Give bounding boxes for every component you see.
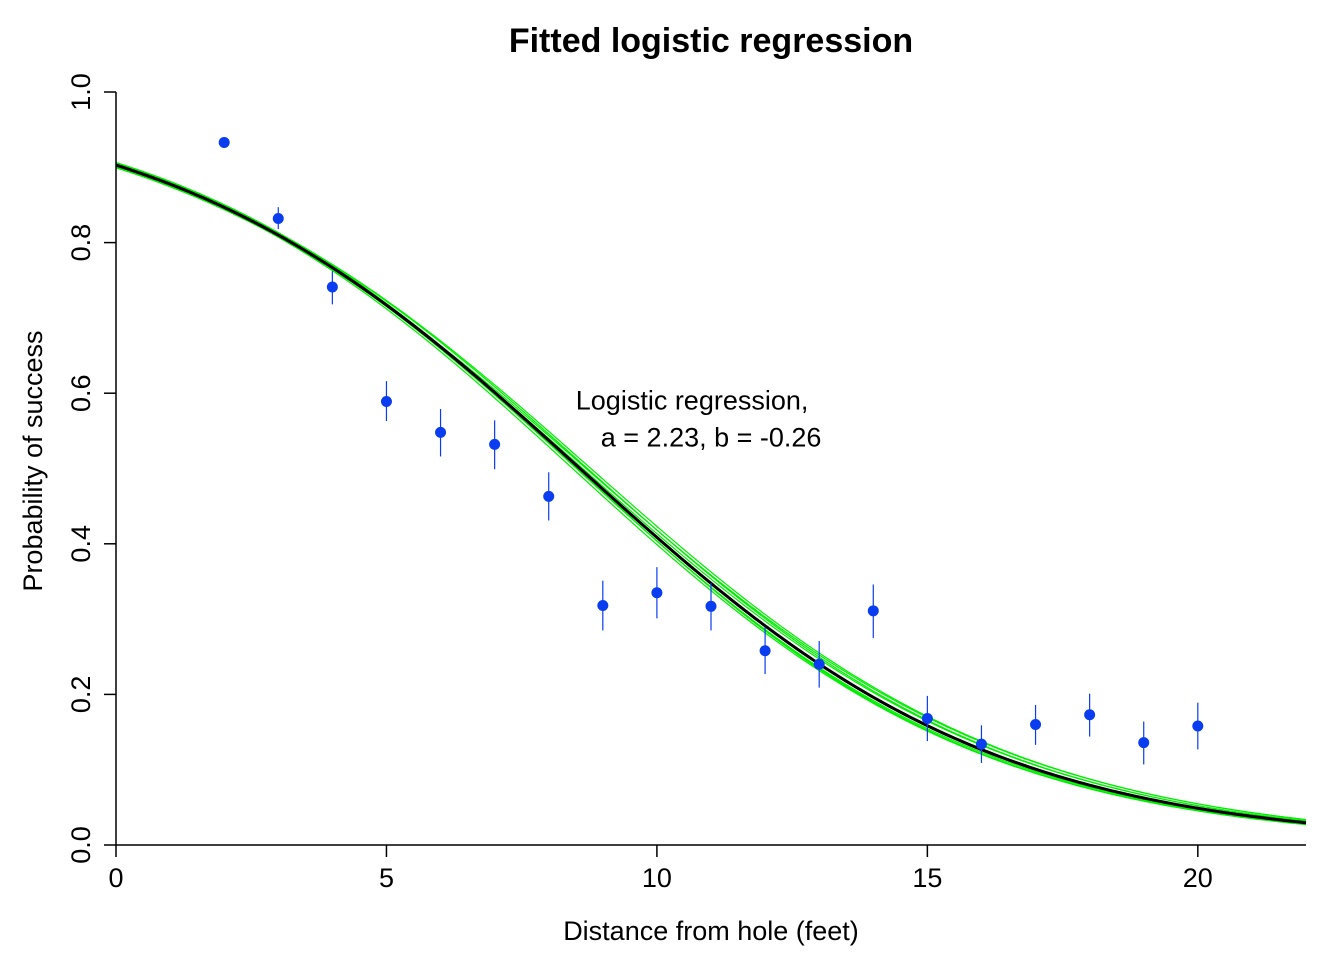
data-point-3 — [380, 395, 392, 407]
axes: 0 5 10 15 20 0.0 0.2 0.4 0.6 0.8 1.0 — [66, 73, 1306, 893]
y-tick-label-0: 0.0 — [66, 826, 96, 864]
data-points — [218, 136, 1204, 765]
data-point-12 — [867, 605, 879, 617]
chart-title: Fitted logistic regression — [509, 22, 913, 60]
data-point-1 — [272, 213, 284, 225]
uncertainty-curve-3 — [115, 165, 1307, 825]
uncertainty-curve-5 — [115, 162, 1307, 825]
data-point-2 — [326, 281, 338, 293]
x-tick-label-1: 5 — [379, 863, 394, 893]
uncertainty-curve-7 — [115, 167, 1307, 821]
uncertainty-curve-2 — [115, 163, 1307, 822]
data-point-17 — [1138, 737, 1150, 749]
data-point-18 — [1192, 720, 1204, 732]
data-point-4 — [435, 426, 447, 438]
data-point-7 — [597, 600, 609, 612]
x-tick-label-2: 10 — [642, 863, 672, 893]
y-tick-label-2: 0.4 — [66, 525, 96, 563]
uncertainty-curve-1 — [115, 165, 1307, 823]
data-point-5 — [489, 438, 501, 450]
uncertainty-curve-4 — [115, 166, 1307, 822]
data-point-14 — [975, 738, 987, 750]
y-tick-label-1: 0.2 — [66, 676, 96, 714]
data-point-8 — [651, 587, 663, 599]
x-tick-label-0: 0 — [108, 863, 123, 893]
uncertainty-curve-6 — [115, 164, 1307, 821]
data-point-6 — [543, 490, 555, 502]
data-point-0 — [218, 136, 230, 148]
y-tick-label-4: 0.8 — [66, 224, 96, 262]
data-point-13 — [921, 712, 933, 724]
uncertainty-curve-8 — [115, 161, 1307, 826]
annotation-line-2: a = 2.23, b = -0.26 — [601, 423, 822, 453]
x-tick-label-4: 20 — [1183, 863, 1213, 893]
y-tick-label-3: 0.6 — [66, 374, 96, 412]
data-point-15 — [1030, 719, 1042, 731]
data-point-9 — [705, 600, 717, 612]
x-axis-label: Distance from hole (feet) — [563, 916, 859, 946]
uncertainty-curves — [115, 161, 1307, 826]
fitted-curve — [115, 163, 1307, 825]
fitted-curve-group — [115, 163, 1307, 825]
data-point-11 — [813, 658, 825, 670]
annotation-line-1: Logistic regression, — [576, 386, 809, 416]
x-tick-label-3: 15 — [912, 863, 942, 893]
uncertainty-curve-9 — [115, 164, 1307, 825]
uncertainty-curve-0 — [115, 163, 1307, 824]
data-point-16 — [1084, 709, 1096, 721]
y-tick-label-5: 1.0 — [66, 73, 96, 111]
y-axis-label: Probability of success — [18, 330, 48, 591]
data-point-10 — [759, 645, 771, 657]
